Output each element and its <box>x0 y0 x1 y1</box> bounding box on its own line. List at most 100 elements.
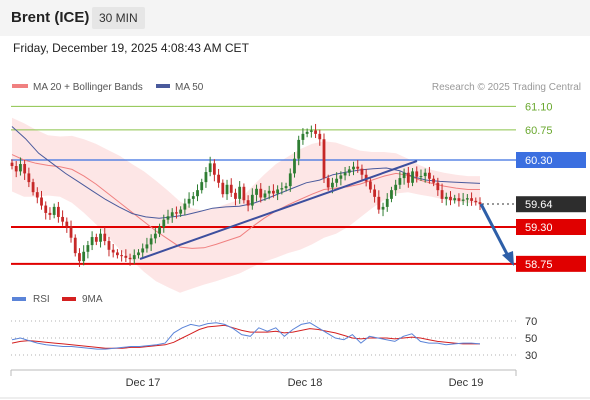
candle-body <box>191 196 195 199</box>
level-tag-60.30 <box>516 152 586 168</box>
candle-body <box>166 216 170 220</box>
x-tick-label: Dec 17 <box>126 377 161 389</box>
candle-body <box>457 198 461 201</box>
x-tick-label: Dec 19 <box>449 377 484 389</box>
candle-body <box>284 186 288 189</box>
candle-body <box>10 162 14 167</box>
candle-body <box>162 219 166 227</box>
candle-body <box>145 244 149 249</box>
candle-body <box>314 130 317 134</box>
candle-body <box>82 251 86 262</box>
candle-body <box>132 255 136 260</box>
candle-body <box>465 198 469 200</box>
candle-body <box>65 221 69 227</box>
candle-body <box>73 237 77 254</box>
level-label-60.75: 60.75 <box>525 125 553 137</box>
candle-body <box>267 190 271 194</box>
candle-body <box>158 227 161 234</box>
candle-body <box>242 186 246 201</box>
candle-body <box>14 166 18 172</box>
candle-body <box>339 175 343 179</box>
rsi-panel: 70 50 30 <box>11 316 537 362</box>
candle-body <box>175 212 178 214</box>
candle-body <box>23 164 27 174</box>
candle-body <box>419 176 423 178</box>
bollinger-legend-label: MA 20 + Bollinger Bands <box>33 82 143 93</box>
candlestick-layer <box>10 123 482 267</box>
candle-body <box>259 188 263 198</box>
forecast-arrow <box>479 203 514 266</box>
candle-body <box>183 203 187 210</box>
candle-body <box>301 133 305 140</box>
candle-body <box>111 249 115 253</box>
level-tag-59.30 <box>516 219 586 235</box>
ma20-line <box>11 154 480 249</box>
candle-body <box>368 181 372 190</box>
candle-body <box>48 212 52 215</box>
candle-body <box>423 172 427 177</box>
candle-body <box>297 139 301 159</box>
candle-body <box>204 172 208 183</box>
candle-body <box>170 212 174 217</box>
candle-body <box>255 188 258 195</box>
candle-body <box>432 178 436 183</box>
ma50-line <box>11 126 481 219</box>
candle-body <box>377 196 381 210</box>
candle-body <box>347 169 351 173</box>
rsi-tick-50: 50 <box>525 333 537 345</box>
rsi-line <box>11 322 481 350</box>
candle-body <box>390 190 393 199</box>
timeframe-selector[interactable]: 30 MIN <box>92 7 145 29</box>
support-trendline <box>139 160 418 260</box>
x-axis-labels: Dec 17 Dec 18 Dec 19 <box>126 377 484 389</box>
chart-header: Brent (ICE) 30 MIN <box>0 0 590 36</box>
candle-body <box>406 172 410 183</box>
candle-body <box>128 257 132 260</box>
candle-body <box>19 164 22 172</box>
candle-body <box>56 206 60 217</box>
candle-body <box>99 233 102 242</box>
candle-body <box>116 252 119 256</box>
candle-body <box>225 184 229 195</box>
candle-body <box>305 131 309 134</box>
candle-body <box>149 238 153 245</box>
candle-body <box>326 178 330 188</box>
level-tag-text-59.30: 59.30 <box>525 222 553 234</box>
rsi-tick-30: 30 <box>525 350 537 362</box>
candle-body <box>461 199 465 201</box>
candle-body <box>474 200 478 203</box>
research-credit: Research © 2025 Trading Central <box>432 82 581 93</box>
candle-body <box>415 171 419 177</box>
candle-body <box>276 189 280 194</box>
candle-body <box>309 130 313 132</box>
level-tag-text-58.75: 58.75 <box>525 259 553 271</box>
candle-body <box>444 196 448 199</box>
candle-body <box>428 172 431 179</box>
candle-body <box>94 237 98 242</box>
symbol-title: Brent (ICE) <box>11 9 90 26</box>
candle-body <box>141 248 145 253</box>
candle-body <box>356 166 360 169</box>
candle-body <box>272 190 275 194</box>
candle-body <box>335 178 339 183</box>
candle-body <box>208 163 212 173</box>
candle-body <box>27 173 31 183</box>
candle-body <box>394 184 398 191</box>
candle-body <box>436 182 440 191</box>
candle-body <box>153 233 157 239</box>
candle-body <box>246 200 250 206</box>
candle-body <box>61 216 64 222</box>
candle-body <box>280 188 284 190</box>
candle-body <box>103 233 107 242</box>
bollinger-legend-swatch <box>12 84 28 88</box>
candle-body <box>40 197 43 206</box>
candle-body <box>322 139 326 179</box>
candle-body <box>250 194 254 206</box>
candle-body <box>352 166 355 170</box>
rsi-ma-legend-swatch <box>62 297 76 301</box>
candle-body <box>263 193 267 198</box>
candle-body <box>318 133 322 140</box>
candle-body <box>187 198 191 204</box>
rsi-tick-70: 70 <box>525 316 537 328</box>
